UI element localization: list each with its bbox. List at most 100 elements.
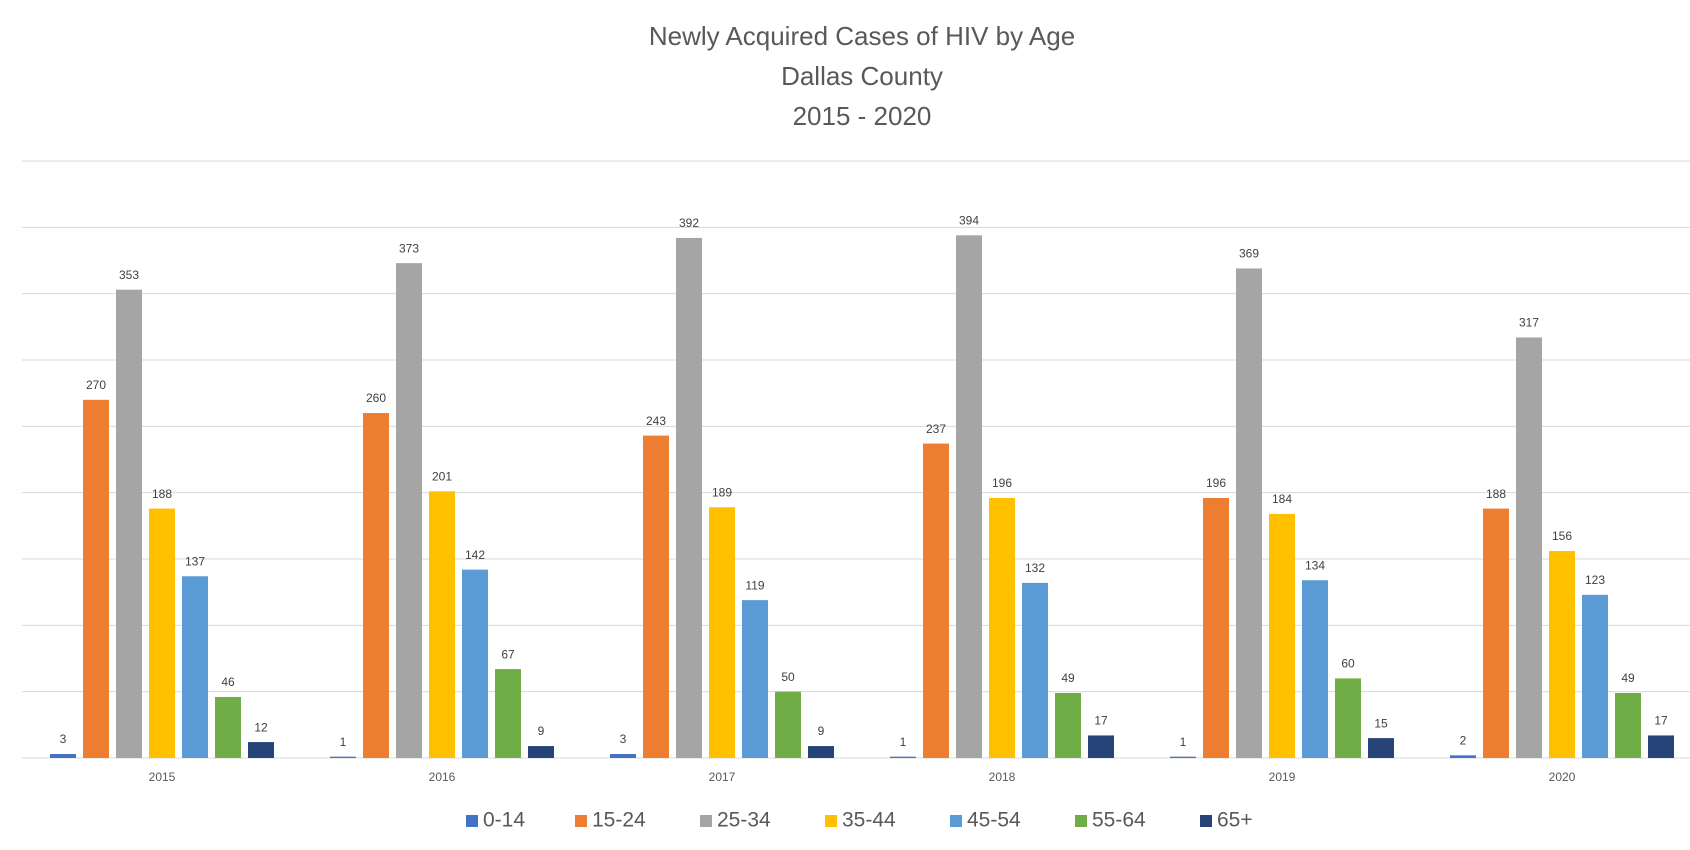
bar	[709, 507, 735, 758]
data-label: 373	[399, 241, 419, 255]
bar	[1022, 582, 1048, 758]
bar	[956, 235, 982, 758]
legend-label: 35-44	[842, 809, 896, 832]
data-label: 3	[620, 732, 627, 746]
legend-label: 55-64	[1092, 809, 1146, 832]
data-label: 17	[1094, 714, 1108, 728]
bar	[116, 289, 142, 758]
x-tick-label: 2020	[1549, 770, 1576, 784]
bar	[1615, 692, 1641, 758]
bar	[528, 746, 554, 758]
x-tick-label: 2015	[149, 770, 176, 784]
data-label: 188	[1486, 487, 1506, 501]
chart-subtitle: Dallas County	[781, 61, 943, 91]
data-label: 188	[152, 487, 172, 501]
bar	[1549, 551, 1575, 758]
data-label: 1	[900, 735, 907, 749]
bar	[1203, 497, 1229, 758]
data-label: 67	[501, 647, 515, 661]
data-label: 201	[432, 470, 452, 484]
legend-swatch	[1200, 815, 1212, 827]
bar	[610, 754, 636, 758]
legend-label: 15-24	[592, 809, 646, 832]
bar	[1368, 738, 1394, 758]
legend-label: 45-54	[967, 809, 1021, 832]
data-label: 123	[1585, 573, 1605, 587]
data-label: 60	[1341, 657, 1355, 671]
data-label: 9	[818, 724, 825, 738]
bar	[50, 754, 76, 758]
bar	[676, 237, 702, 759]
legend-swatch	[1075, 815, 1087, 827]
data-label: 196	[1206, 476, 1226, 490]
data-label: 270	[86, 378, 106, 392]
data-label: 189	[712, 485, 732, 499]
x-tick-label: 2016	[429, 770, 456, 784]
data-label: 15	[1374, 716, 1388, 730]
x-tick-label: 2019	[1269, 770, 1296, 784]
data-label: 3	[60, 732, 67, 746]
legend-swatch	[825, 815, 837, 827]
chart-subtitle: 2015 - 2020	[793, 101, 932, 131]
data-label: 369	[1239, 247, 1259, 261]
data-label: 9	[538, 724, 545, 738]
bar	[248, 742, 274, 758]
bar	[1055, 692, 1081, 758]
legend-label: 65+	[1217, 809, 1253, 832]
data-label: 260	[366, 391, 386, 405]
bar	[1516, 337, 1542, 758]
bar	[149, 508, 175, 758]
legend-swatch	[700, 815, 712, 827]
data-label: 243	[646, 414, 666, 428]
legend-label: 25-34	[717, 809, 771, 832]
legend-swatch	[950, 815, 962, 827]
data-label: 46	[221, 675, 235, 689]
bar	[1450, 755, 1476, 758]
bar	[1088, 735, 1114, 758]
data-label: 394	[959, 213, 979, 227]
data-label: 49	[1061, 671, 1075, 685]
data-label: 353	[119, 268, 139, 282]
data-label: 1	[1180, 735, 1187, 749]
legend-swatch	[575, 815, 587, 827]
bar	[923, 443, 949, 758]
bar	[1648, 735, 1674, 758]
data-label: 137	[185, 554, 205, 568]
bar	[1269, 513, 1295, 758]
bar	[429, 491, 455, 758]
bar	[462, 569, 488, 758]
data-label: 237	[926, 422, 946, 436]
data-label: 132	[1025, 561, 1045, 575]
bar	[182, 576, 208, 758]
bar	[330, 756, 356, 758]
bar	[808, 746, 834, 758]
data-label: 317	[1519, 316, 1539, 330]
chart-title: Newly Acquired Cases of HIV by Age	[649, 21, 1075, 51]
data-label: 1	[340, 735, 347, 749]
x-tick-label: 2017	[709, 770, 736, 784]
legend-swatch	[466, 815, 478, 827]
data-label: 50	[781, 670, 795, 684]
bar	[1582, 594, 1608, 758]
bar	[1302, 580, 1328, 758]
data-label: 134	[1305, 558, 1325, 572]
data-label: 196	[992, 476, 1012, 490]
data-label: 49	[1621, 671, 1635, 685]
data-label: 184	[1272, 492, 1292, 506]
x-tick-label: 2018	[989, 770, 1016, 784]
bar	[83, 399, 109, 758]
data-label: 392	[679, 216, 699, 230]
legend-label: 0-14	[483, 809, 525, 832]
bar	[396, 263, 422, 758]
bar	[1335, 678, 1361, 758]
bar	[495, 669, 521, 758]
data-label: 119	[745, 578, 764, 592]
data-label: 12	[254, 720, 268, 734]
bar	[989, 497, 1015, 758]
bar	[1236, 268, 1262, 758]
bar	[775, 691, 801, 758]
bar	[363, 413, 389, 758]
data-label: 142	[465, 548, 485, 562]
data-label: 17	[1654, 714, 1668, 728]
